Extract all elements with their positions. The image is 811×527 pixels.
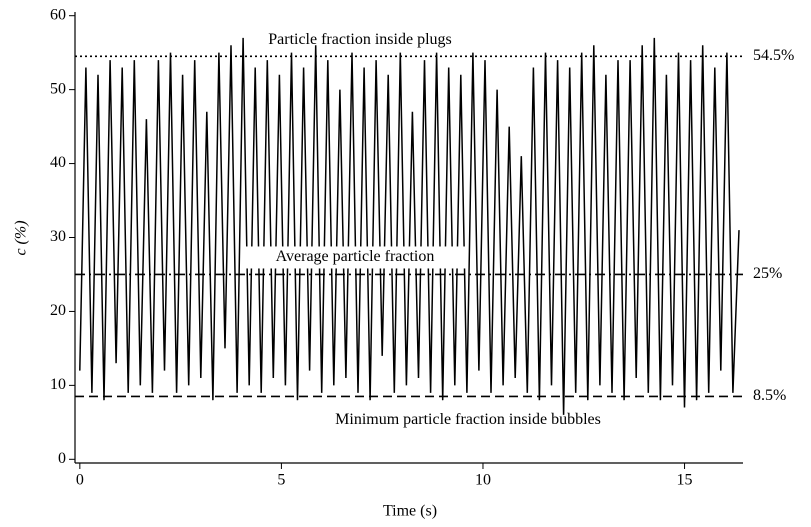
x-tick-label: 10 [475,472,491,489]
annotation-bg [243,246,467,269]
reference-label: 8.5% [753,387,786,404]
y-tick-label: 60 [50,6,66,23]
x-tick-label: 5 [277,472,285,489]
annotation: Minimum particle fraction inside bubbles [335,411,601,428]
annotation: Average particle fraction [276,248,435,265]
x-axis-label: Time (s) [383,503,437,520]
reference-label: 25% [753,265,782,282]
annotation: Particle fraction inside plugs [268,31,452,48]
y-tick-label: 0 [58,450,66,467]
y-tick-label: 20 [50,302,66,319]
x-tick-label: 15 [677,472,693,489]
y-tick-label: 30 [50,228,66,245]
data-line [79,37,740,415]
y-tick-label: 10 [50,376,66,393]
x-tick-label: 0 [76,472,84,489]
y-axis-label: c (%) [13,220,30,255]
reference-label: 54.5% [753,47,794,64]
y-tick-label: 50 [50,80,66,97]
y-tick-label: 40 [50,154,66,171]
